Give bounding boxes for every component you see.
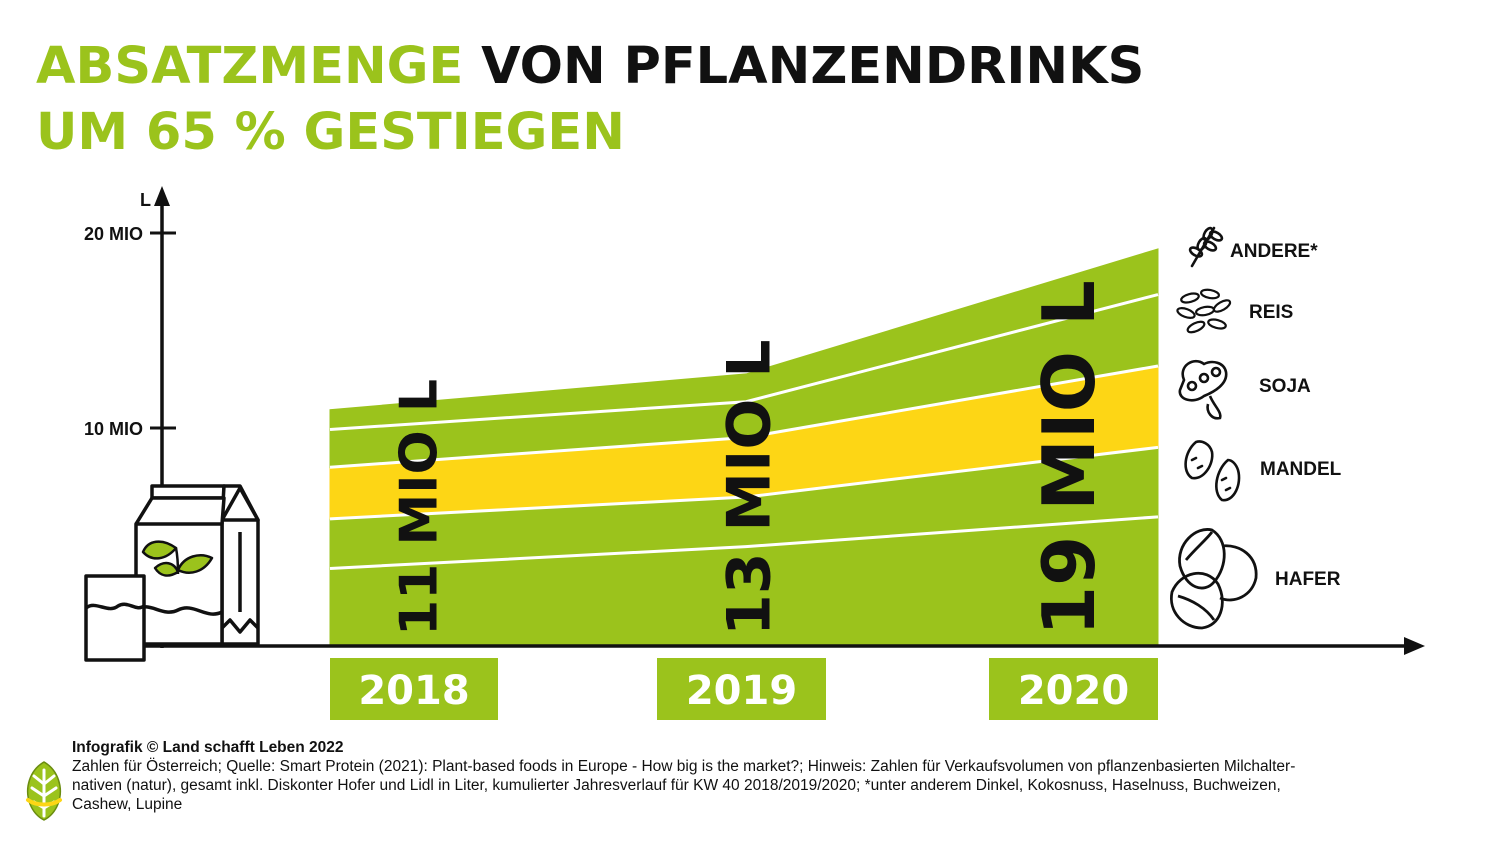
footer-source-line: Zahlen für Österreich; Quelle: Smart Pro… [72, 758, 1296, 775]
almond-icon [1184, 440, 1241, 502]
band-boundary-line [329, 445, 1159, 521]
y-tick-label: 20 MIO [84, 224, 143, 244]
area-bands [329, 248, 1159, 647]
rice-icon [1176, 288, 1232, 334]
footer-credit: Infografik © Land schafft Leben 2022 [72, 739, 344, 756]
land-schafft-leben-logo [26, 761, 62, 821]
year-box [657, 658, 826, 720]
y-axis-arrow [154, 186, 170, 206]
year-label: 2020 [1018, 668, 1129, 714]
band-boundary-line [329, 364, 1159, 469]
year-labels: 2018 2019 2020 [330, 658, 1158, 720]
band-boundary-line [329, 293, 1159, 432]
x-axis-arrow [1404, 637, 1425, 655]
footer-source-line: Cashew, Lupine [72, 796, 183, 813]
wheat-icon [1188, 226, 1224, 268]
total-labels: 11 MIO L 13 MIO L 19 MIO L [390, 280, 1111, 636]
legend: ANDERE* REIS SOJA MANDEL HAFER [1170, 226, 1342, 630]
total-label: 13 MIO L [715, 339, 785, 636]
title-subline: UM 65 % GESTIEGEN [36, 103, 625, 162]
year-label: 2019 [686, 668, 797, 714]
y-axis-label: L [140, 190, 151, 210]
title-highlight: ABSATZMENGE [36, 37, 464, 96]
band-boundaries [329, 293, 1159, 570]
year-label: 2018 [358, 668, 469, 714]
legend-label-mandel: MANDEL [1260, 459, 1342, 480]
legend-label-soja: SOJA [1259, 376, 1311, 397]
oat-icon [1170, 528, 1258, 630]
total-label: 19 MIO L [1027, 280, 1111, 636]
band-boundary-line [329, 515, 1159, 570]
legend-label-hafer: HAFER [1275, 569, 1341, 590]
legend-label-reis: REIS [1249, 302, 1293, 323]
title-main: VON PFLANZENDRINKS [481, 37, 1145, 96]
year-box [989, 658, 1158, 720]
chart-title: ABSATZMENGE VON PFLANZENDRINKS UM 65 % G… [36, 34, 1144, 166]
total-label: 11 MIO L [390, 379, 450, 636]
soybean-icon [1178, 359, 1228, 420]
y-tick-label: 10 MIO [84, 419, 143, 439]
footer-source-line: nativen (natur), gesamt inkl. Diskonter … [72, 777, 1281, 794]
milk-carton-illustration [84, 484, 260, 662]
footer-notes: Infografik © Land schafft Leben 2022 Zah… [72, 738, 1472, 814]
legend-label-andere: ANDERE* [1230, 241, 1318, 262]
year-box [330, 658, 498, 720]
